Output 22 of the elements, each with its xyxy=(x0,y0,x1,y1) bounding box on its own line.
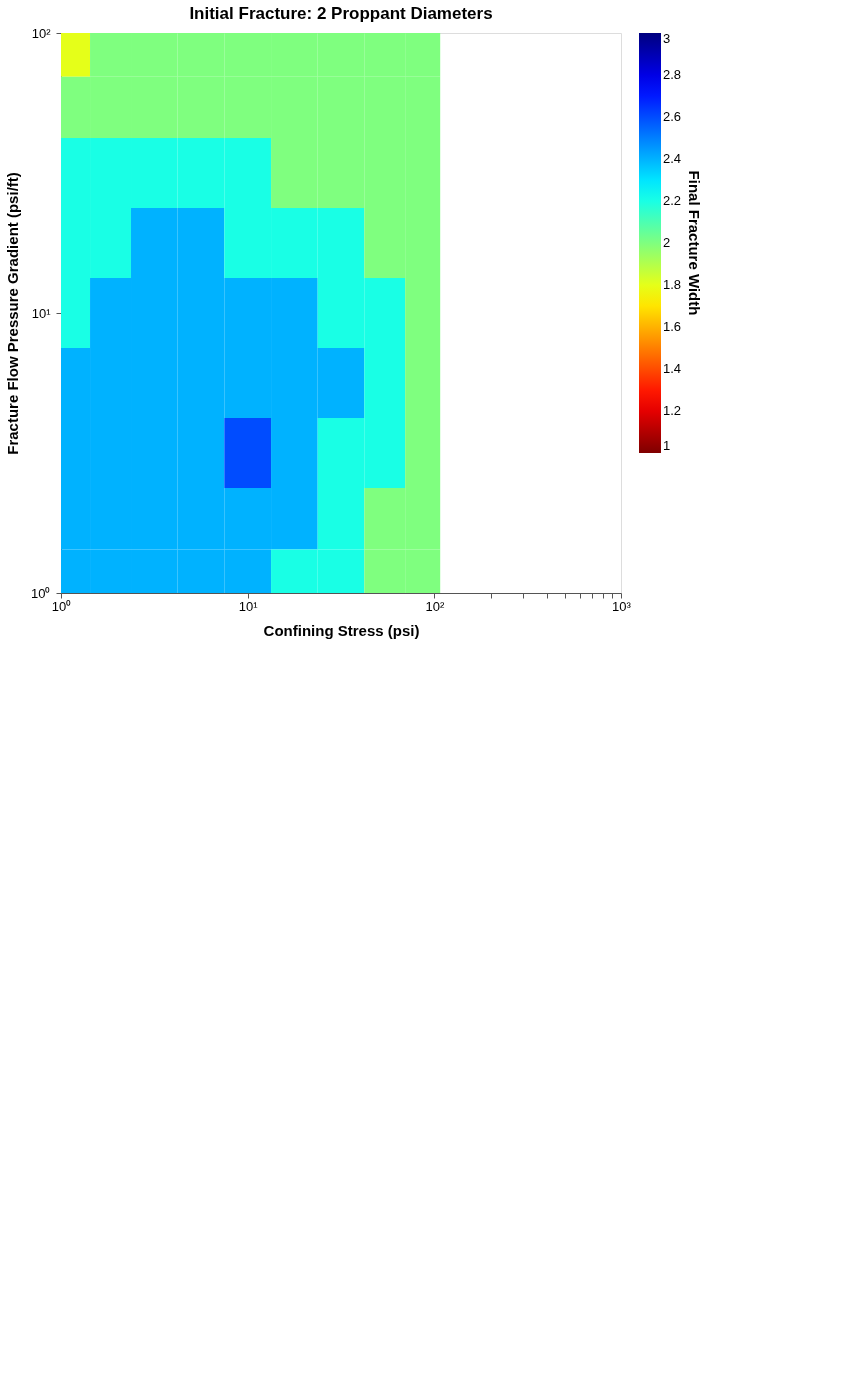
color-bar-label: 1.4 xyxy=(663,361,682,376)
color-bar-label: 2.6 xyxy=(663,109,682,124)
color-bar-label: 1.6 xyxy=(663,319,682,334)
x-tick-label: 10³ xyxy=(612,598,632,614)
color-bar-label: 2.4 xyxy=(663,151,682,166)
x-tick-label: 10⁰ xyxy=(51,598,72,614)
y-tick-label: 10⁰ xyxy=(31,585,51,601)
y-tick-label: 10¹ xyxy=(31,305,52,321)
y-tick-label: 10² xyxy=(31,25,52,41)
color-bar-title: Final Fracture Width xyxy=(686,170,703,316)
color-bar-label: 2.8 xyxy=(663,67,682,82)
color-bar-label: 3 xyxy=(663,31,671,46)
x-axis-title: Confining Stress (psi) xyxy=(263,621,420,639)
chart-title: Initial Fracture: 2 Proppant Diameters xyxy=(189,4,493,23)
x-tick-label: 10¹ xyxy=(238,598,259,614)
color-bar-label: 2.2 xyxy=(663,193,682,208)
x-tick-label: 10² xyxy=(425,598,445,614)
y-axis-title: Fracture Flow Pressure Gradient (psi/ft) xyxy=(4,172,22,455)
color-bar-label: 1.2 xyxy=(663,403,682,418)
color-bar-label: 2 xyxy=(663,235,671,250)
color-bar-label: 1.8 xyxy=(663,277,682,292)
color-bar-label: 1 xyxy=(663,438,671,453)
